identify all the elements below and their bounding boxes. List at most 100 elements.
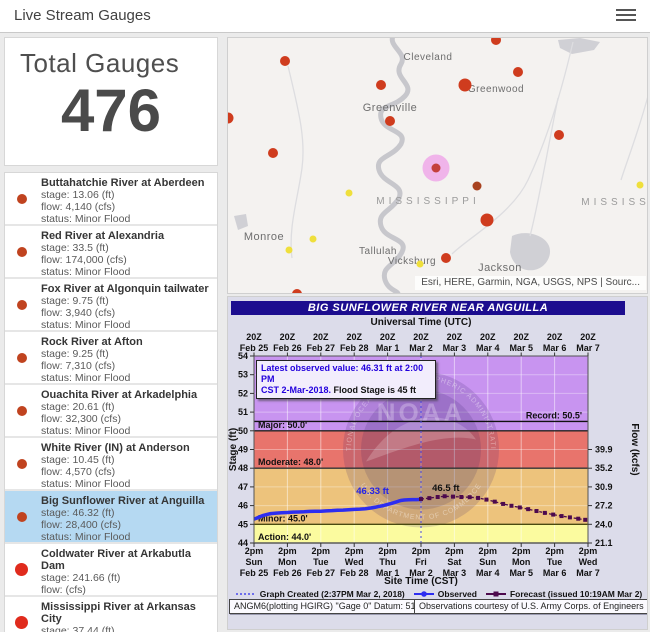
list-item[interactable]: Fox River at Algonquin tailwater stage: 9… <box>5 279 217 331</box>
utc-date-label: Mar 6 <box>543 343 567 353</box>
legend-label: Graph Created (2:37PM Mar 2, 2018) <box>259 589 405 599</box>
list-item[interactable]: Buttahatchie River at Aberdeen stage: 13.… <box>5 173 217 225</box>
gauge-name: Mississippi River at Arkansas City <box>41 601 196 625</box>
gauge-detail: flow: 4,140 (cfs) <box>41 201 116 213</box>
gauge-detail: status: Minor Flood <box>41 266 131 278</box>
gauge-detail: stage: 241.66 (ft) <box>41 572 121 584</box>
list-item[interactable]: Big Sunflower River at Anguilla stage: 46… <box>5 491 217 543</box>
site-date-label: Feb 28 <box>340 568 369 578</box>
gauge-marker[interactable] <box>292 289 302 293</box>
gauge-datum-box: ANGM6(plotting HGIRG) "Gage 0" Datum: 51… <box>229 599 437 614</box>
status-dot <box>17 406 27 416</box>
list-item[interactable]: Ouachita River at Arkadelphia stage: 20.6… <box>5 385 217 437</box>
gauge-marker[interactable] <box>285 246 293 254</box>
water-body <box>510 233 551 271</box>
gauge-marker[interactable] <box>554 130 564 140</box>
utc-hour-label: 20Z <box>547 332 563 342</box>
list-item[interactable]: White River (IN) at Anderson stage: 10.45… <box>5 438 217 490</box>
forecast-marker <box>451 494 456 499</box>
site-day-label: Mon <box>512 557 531 567</box>
gauge-marker[interactable] <box>491 38 501 45</box>
gauge-marker[interactable] <box>228 112 234 124</box>
utc-hour-label: 20Z <box>280 332 296 342</box>
hamburger-icon[interactable] <box>616 9 636 23</box>
site-day-label: Thu <box>379 557 396 567</box>
forecast-marker <box>442 494 447 499</box>
gauge-detail: status: Minor Flood <box>41 425 131 437</box>
site-date-label: Feb 27 <box>307 568 336 578</box>
flow-tick-label: 39.9 <box>595 445 613 455</box>
site-date-label: Feb 26 <box>273 568 302 578</box>
gauge-detail: flow: 4,570 (cfs) <box>41 466 116 478</box>
gauge-name: Red River at Alexandria <box>41 230 165 242</box>
latest-observed-callout: Latest observed value: 46.31 ft at 2:00 … <box>256 360 436 399</box>
gauge-marker[interactable] <box>376 80 386 90</box>
site-hour-label: 2pm <box>245 546 264 556</box>
gauge-name: Coldwater River at Arkabutla Dam <box>41 548 191 572</box>
site-day-label: Wed <box>345 557 364 567</box>
forecast-marker <box>459 494 464 499</box>
gauge-marker[interactable] <box>441 253 451 263</box>
gauge-name: Fox River at Algonquin tailwater <box>41 283 209 295</box>
chart-top-axis-title: Universal Time (UTC) <box>370 317 472 328</box>
chart-legend: Graph Created (2:37PM Mar 2, 2018) Observ… <box>228 589 647 599</box>
observed-line <box>253 497 422 521</box>
stream-line <box>529 97 559 237</box>
map-canvas[interactable]: Cleveland Greenwood Greenville MISSISSIPPI M… <box>228 38 647 293</box>
gauge-name: Rock River at Afton <box>41 336 143 348</box>
gauge-marker[interactable] <box>480 213 494 227</box>
site-date-label: Feb 25 <box>240 568 269 578</box>
status-dot <box>15 563 28 576</box>
chart-canvas: NATIONAL OCEANIC AND ATMOSPHERIC ADMINIS… <box>228 297 640 578</box>
utc-date-label: Feb 26 <box>273 343 302 353</box>
list-item[interactable]: Coldwater River at Arkabutla Dam stage: 2… <box>5 544 217 608</box>
utc-hour-label: 20Z <box>513 332 529 342</box>
stage-tick-label: 54 <box>238 351 248 361</box>
site-date-label: Mar 2 <box>409 568 433 578</box>
stage-tick-label: 48 <box>238 463 248 473</box>
status-dot <box>17 247 27 257</box>
gauge-list[interactable]: Buttahatchie River at Aberdeen stage: 13.… <box>4 172 218 632</box>
gauge-marker[interactable] <box>636 181 644 189</box>
gauge-marker[interactable] <box>513 67 523 77</box>
forecast-marker <box>517 505 522 510</box>
hydrograph-panel: BIG SUNFLOWER RIVER NEAR ANGUILLA Univer… <box>227 296 648 630</box>
selected-gauge-marker[interactable] <box>431 163 441 173</box>
gauge-marker[interactable] <box>416 260 424 268</box>
list-item[interactable]: Red River at Alexandria stage: 33.5 (ft) f… <box>5 226 217 278</box>
site-date-label: Mar 6 <box>543 568 567 578</box>
forecast-marker <box>576 516 581 521</box>
gauge-marker[interactable] <box>268 148 278 158</box>
forecast-marker <box>419 497 423 502</box>
utc-date-label: Mar 4 <box>476 343 500 353</box>
gauge-name: Big Sunflower River at Anguilla <box>41 495 205 507</box>
gauge-marker[interactable] <box>345 189 353 197</box>
utc-hour-label: 20Z <box>580 332 596 342</box>
legend-label: Observed <box>437 589 477 599</box>
gauge-name: Buttahatchie River at Aberdeen <box>41 177 205 189</box>
gauge-detail: flow: (cfs) <box>41 584 86 596</box>
flow-tick-label: 24.0 <box>595 519 613 529</box>
latest-observed-line1: Latest observed value: 46.31 ft at 2:00 … <box>261 363 424 384</box>
map-place-label: Jackson <box>478 262 522 274</box>
stream-line <box>451 41 574 255</box>
total-gauges-label: Total Gauges <box>20 48 180 78</box>
list-item[interactable]: Mississippi River at Arkansas City stage:… <box>5 597 217 632</box>
utc-date-label: Mar 3 <box>443 343 467 353</box>
site-date-label: Mar 1 <box>376 568 400 578</box>
site-date-label: Mar 4 <box>476 568 500 578</box>
gauge-marker[interactable] <box>472 181 482 191</box>
status-dot <box>15 616 28 629</box>
gauge-marker[interactable] <box>309 235 317 243</box>
map-place-label: Vicksburg <box>388 256 436 267</box>
page-title: Live Stream Gauges <box>14 7 151 24</box>
utc-date-label: Mar 2 <box>409 343 433 353</box>
list-item[interactable]: Rock River at Afton stage: 9.25 (ft) flow:… <box>5 332 217 384</box>
gauge-detail: stage: 13.06 (ft) <box>41 189 115 201</box>
gauge-marker[interactable] <box>280 56 290 66</box>
dotted-legend-swatch <box>235 593 256 595</box>
gauge-marker[interactable] <box>385 116 395 126</box>
map[interactable]: Cleveland Greenwood Greenville MISSISSIPPI M… <box>227 37 648 294</box>
status-dot <box>17 512 27 522</box>
gauge-marker[interactable] <box>458 78 472 92</box>
